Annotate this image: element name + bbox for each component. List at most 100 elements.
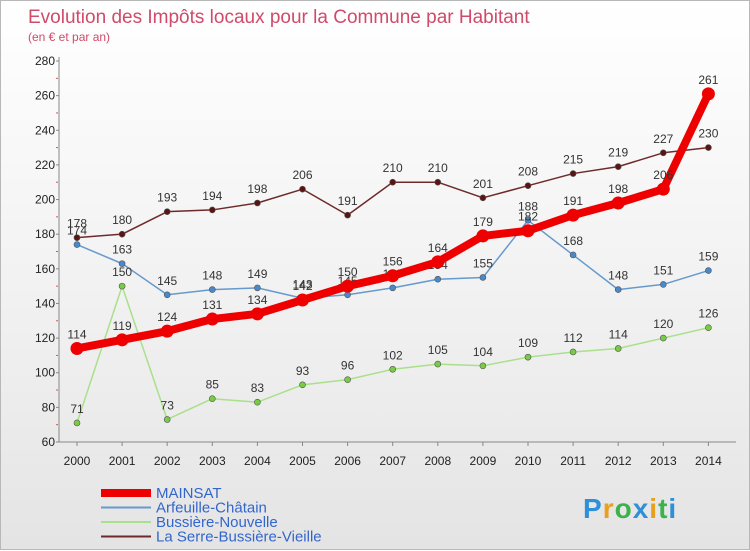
legend-label: Bussière-Nouvelle bbox=[156, 514, 278, 531]
x-tick-label: 2005 bbox=[289, 454, 316, 468]
data-label: 191 bbox=[563, 194, 583, 208]
x-tick-label: 2008 bbox=[424, 454, 451, 468]
data-point bbox=[705, 144, 712, 151]
data-label: 148 bbox=[608, 269, 628, 283]
logo-letter: r bbox=[603, 493, 615, 524]
data-point bbox=[701, 87, 715, 101]
y-tick-label: 280 bbox=[35, 54, 55, 68]
data-label: 180 bbox=[112, 213, 132, 227]
data-point bbox=[656, 182, 670, 196]
proxiti-logo: Proxiti bbox=[583, 493, 677, 524]
data-point bbox=[659, 149, 667, 157]
data-point bbox=[160, 324, 174, 338]
y-tick-label: 240 bbox=[35, 123, 55, 137]
data-point bbox=[476, 229, 490, 243]
data-point bbox=[524, 217, 532, 224]
data-label: 150 bbox=[112, 265, 132, 279]
data-label: 194 bbox=[202, 189, 222, 203]
data-label: 227 bbox=[653, 132, 673, 146]
y-tick-label: 140 bbox=[35, 296, 55, 310]
data-point bbox=[344, 376, 351, 383]
x-tick-label: 2012 bbox=[605, 454, 632, 468]
x-tick-label: 2003 bbox=[199, 454, 226, 468]
data-point bbox=[521, 224, 535, 238]
y-tick-label: 180 bbox=[35, 227, 55, 241]
data-label: 151 bbox=[653, 263, 673, 277]
data-point bbox=[614, 345, 622, 352]
data-point bbox=[611, 196, 625, 210]
logo-letter: i bbox=[649, 493, 658, 524]
series-arfeuille-ch-tain: 1741631451481491431451491541551881681481… bbox=[67, 199, 719, 302]
legend: MAINSATArfeuille-ChâtainBussière-Nouvell… bbox=[101, 485, 322, 546]
data-label: 206 bbox=[653, 168, 673, 182]
data-point bbox=[70, 341, 84, 355]
axes: 60 80 100 120 140 160 180 200 220 240 260 280 2000 20… bbox=[35, 54, 736, 468]
legend-label: La Serre-Bussière-Vieille bbox=[156, 529, 322, 546]
data-point bbox=[389, 284, 397, 292]
data-label: 198 bbox=[608, 182, 628, 196]
data-label: 148 bbox=[202, 269, 222, 283]
data-label: 191 bbox=[338, 194, 358, 208]
data-point bbox=[299, 381, 306, 389]
data-label: 261 bbox=[698, 73, 718, 87]
data-point bbox=[386, 269, 400, 283]
x-tick-label: 2010 bbox=[515, 454, 542, 468]
x-tick-label: 2014 bbox=[695, 454, 722, 468]
data-label: 168 bbox=[563, 234, 583, 248]
data-point bbox=[209, 286, 216, 293]
data-point bbox=[434, 360, 442, 368]
data-label: 85 bbox=[206, 378, 220, 392]
data-point bbox=[614, 163, 622, 170]
legend-label: Arfeuille-Châtain bbox=[156, 500, 267, 517]
data-label: 179 bbox=[473, 215, 493, 229]
data-point bbox=[115, 333, 129, 347]
chart-title: Evolution des Impôts locaux pour la Comm… bbox=[28, 7, 530, 28]
data-point bbox=[205, 312, 219, 326]
data-point bbox=[118, 282, 126, 290]
series-layer: 178 180 193 194 198 206 191 210 210 201 208 215 219 2… bbox=[67, 73, 719, 427]
data-point bbox=[614, 286, 622, 293]
data-label: 164 bbox=[428, 241, 448, 255]
y-tick-label: 220 bbox=[35, 158, 55, 172]
data-label: 155 bbox=[473, 256, 493, 270]
data-label: 198 bbox=[247, 182, 267, 196]
data-point bbox=[569, 170, 577, 177]
data-label: 163 bbox=[112, 243, 132, 257]
chart-subtitle: (en € et par an) bbox=[28, 30, 110, 44]
data-label: 104 bbox=[473, 345, 493, 359]
data-label: 149 bbox=[247, 267, 267, 281]
data-point bbox=[73, 419, 81, 427]
x-tick-label: 2006 bbox=[334, 454, 361, 468]
data-label: 109 bbox=[518, 336, 538, 350]
y-tick-label: 100 bbox=[35, 366, 55, 380]
data-label: 71 bbox=[70, 402, 84, 416]
data-point bbox=[566, 208, 580, 222]
data-label: 93 bbox=[296, 364, 310, 378]
data-label: 119 bbox=[113, 319, 132, 333]
data-label: 131 bbox=[202, 298, 222, 312]
data-point bbox=[73, 241, 81, 248]
logo-letter: t bbox=[658, 493, 668, 524]
data-label: 219 bbox=[608, 146, 628, 160]
data-label: 150 bbox=[338, 265, 358, 279]
data-point bbox=[659, 334, 667, 342]
data-point bbox=[569, 251, 577, 259]
data-point bbox=[163, 291, 171, 299]
data-point bbox=[705, 267, 712, 274]
data-point bbox=[389, 178, 397, 186]
data-point bbox=[163, 208, 171, 215]
logo-letter: P bbox=[583, 493, 603, 524]
data-point bbox=[344, 211, 351, 219]
data-label: 134 bbox=[247, 293, 267, 307]
logo-letter: o bbox=[615, 493, 633, 524]
logo-letter: x bbox=[633, 493, 650, 524]
data-label: 215 bbox=[563, 153, 583, 167]
y-tick-label: 120 bbox=[35, 331, 55, 345]
logo-letter: i bbox=[668, 493, 677, 524]
data-label: 124 bbox=[157, 310, 177, 324]
data-point bbox=[209, 206, 216, 214]
data-label: 178 bbox=[67, 217, 87, 231]
data-label: 114 bbox=[609, 327, 628, 341]
